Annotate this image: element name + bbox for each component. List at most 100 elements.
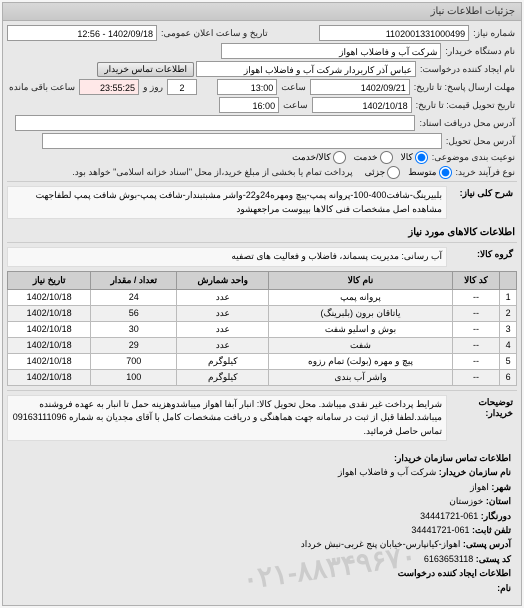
process-mid-radio[interactable]: متوسط xyxy=(408,166,451,179)
table-cell: عدد xyxy=(177,289,269,305)
delivery-label: تاریخ تحویل قیمت: تا تاریخ: xyxy=(414,100,517,111)
table-cell: پروانه پمپ xyxy=(269,289,452,305)
table-cell: عدد xyxy=(177,321,269,337)
group-content: آب رسانی: مدیریت پسماند، فاضلاب و فعالیت… xyxy=(7,247,447,267)
table-row: 6--واشر آب بندیکیلوگرم1001402/10/18 xyxy=(8,369,517,385)
table-cell: 1402/10/18 xyxy=(8,369,91,385)
table-cell: یاتاقان برون (بلبرینگ) xyxy=(269,305,452,321)
buyer-field: شرکت آب و فاضلاب اهواز xyxy=(221,43,441,59)
table-cell: 2 xyxy=(500,305,517,321)
send-date-field: 1402/09/21 xyxy=(310,79,410,95)
group-label: گروه کالا: xyxy=(447,247,517,267)
table-row: 1--پروانه پمپعدد241402/10/18 xyxy=(8,289,517,305)
req-number-field: 1102001331000499 xyxy=(319,25,469,41)
days-field: 2 xyxy=(167,79,197,95)
table-cell: -- xyxy=(452,289,500,305)
org-label: نام سازمان خریدار: xyxy=(439,467,511,477)
footer-header: اطلاعات تماس سازمان خریدار: xyxy=(13,451,511,465)
city-label: شهر: xyxy=(491,482,511,492)
table-cell: عدد xyxy=(177,337,269,353)
budget-both-radio[interactable]: کالا/خدمت xyxy=(292,151,346,164)
goods-table: کد کالانام کالاواحد شمارشتعداد / مقدارتا… xyxy=(7,271,517,386)
buyer-label: نام دستگاه خریدار: xyxy=(443,46,517,57)
table-cell: 29 xyxy=(91,337,177,353)
budget-service-radio[interactable]: خدمت xyxy=(354,151,393,164)
fax-value: 061-34441721 xyxy=(420,511,478,521)
process-note: پرداخت تمام یا بخشی از مبلغ خرید،از محل … xyxy=(70,167,354,178)
org-value: شرکت آب و فاضلاب اهواز xyxy=(338,467,436,477)
fax-label: دورنگار: xyxy=(481,511,511,521)
table-cell: کیلوگرم xyxy=(177,353,269,369)
announce-label: تاریخ و ساعت اعلان عمومی: xyxy=(159,28,270,39)
requester-field: عباس آذر کاربردار شرکت آب و فاضلاب اهواز xyxy=(196,61,416,77)
delivery-time-field: 16:00 xyxy=(219,97,279,113)
table-cell: 1402/10/18 xyxy=(8,305,91,321)
receipt-addr-field xyxy=(15,115,415,131)
panel-title: جزئیات اطلاعات نیاز xyxy=(3,3,521,21)
table-cell: -- xyxy=(452,305,500,321)
table-cell: 700 xyxy=(91,353,177,369)
remain-label: ساعت باقی مانده xyxy=(7,82,77,93)
doc-create-label: اطلاعات ایجاد کننده درخواست xyxy=(13,566,511,580)
table-row: 5--پیچ و مهره (بولت) تمام رزوهکیلوگرم700… xyxy=(8,353,517,369)
desc-label: شرح کلی نیاز: xyxy=(447,186,517,219)
delivery-date-field: 1402/10/18 xyxy=(312,97,412,113)
province-label: استان: xyxy=(486,496,511,506)
table-row: 3--بوش و اسلیو شفتعدد301402/10/18 xyxy=(8,321,517,337)
table-cell: عدد xyxy=(177,305,269,321)
table-cell: 5 xyxy=(500,353,517,369)
tel-label: تلفن ثابت: xyxy=(472,525,511,535)
table-cell: -- xyxy=(452,353,500,369)
table-cell: 30 xyxy=(91,321,177,337)
time-label-2: ساعت xyxy=(281,100,310,111)
table-cell: -- xyxy=(452,321,500,337)
name-label: نام: xyxy=(497,583,511,593)
table-cell: واشر آب بندی xyxy=(269,369,452,385)
table-cell: 1402/10/18 xyxy=(8,337,91,353)
table-cell: پیچ و مهره (بولت) تمام رزوه xyxy=(269,353,452,369)
table-cell: 100 xyxy=(91,369,177,385)
table-cell: 24 xyxy=(91,289,177,305)
req-number-label: شماره نیاز: xyxy=(471,28,517,39)
table-cell: 1402/10/18 xyxy=(8,353,91,369)
footer-info: اطلاعات تماس سازمان خریدار: نام سازمان خ… xyxy=(7,445,517,601)
table-header: نام کالا xyxy=(269,271,452,289)
table-cell: 4 xyxy=(500,337,517,353)
send-deadline-label: مهلت ارسال پاسخ: تا تاریخ: xyxy=(412,82,517,93)
table-row: 4--شفتعدد291402/10/18 xyxy=(8,337,517,353)
table-header: تعداد / مقدار xyxy=(91,271,177,289)
send-time-field: 13:00 xyxy=(217,79,277,95)
time-label-1: ساعت xyxy=(279,82,308,93)
table-cell: -- xyxy=(452,369,500,385)
table-header: کد کالا xyxy=(452,271,500,289)
table-cell: بوش و اسلیو شفت xyxy=(269,321,452,337)
table-cell: کیلوگرم xyxy=(177,369,269,385)
province-value: خوزستان xyxy=(449,496,483,506)
conditions-label: توضیحات خریدار: xyxy=(447,395,517,442)
delivery-place-field xyxy=(42,133,442,149)
table-cell: 56 xyxy=(91,305,177,321)
receipt-addr-label: آدرس محل دریافت اسناد: xyxy=(417,118,517,129)
table-cell: 3 xyxy=(500,321,517,337)
process-label: نوع فرآیند خرید: xyxy=(454,167,518,178)
tel-value: 061-34441721 xyxy=(411,525,469,535)
table-cell: 1402/10/18 xyxy=(8,289,91,305)
table-cell: 1402/10/18 xyxy=(8,321,91,337)
table-cell: 6 xyxy=(500,369,517,385)
budget-radio-group: کالا خدمت کالا/خدمت xyxy=(292,151,428,164)
table-header: واحد شمارش xyxy=(177,271,269,289)
process-radio-group: متوسط جزئی xyxy=(365,166,452,179)
budget-goods-radio[interactable]: کالا xyxy=(401,151,428,164)
table-cell: 1 xyxy=(500,289,517,305)
conditions-content: شرایط پرداخت غیر نقدی میباشد. محل تحویل … xyxy=(7,395,447,442)
announce-field: 1402/09/18 - 12:56 xyxy=(7,25,157,41)
contact-button[interactable]: اطلاعات تماس خریدار xyxy=(97,62,194,77)
table-row: 2--یاتاقان برون (بلبرینگ)عدد561402/10/18 xyxy=(8,305,517,321)
postal-value: 6163653118 xyxy=(424,554,473,564)
process-low-radio[interactable]: جزئی xyxy=(365,166,401,179)
postal-label: کد پستی: xyxy=(476,554,511,564)
table-cell: شفت xyxy=(269,337,452,353)
table-header: تاریخ نیاز xyxy=(8,271,91,289)
table-cell: -- xyxy=(452,337,500,353)
city-value: اهواز xyxy=(470,482,489,492)
